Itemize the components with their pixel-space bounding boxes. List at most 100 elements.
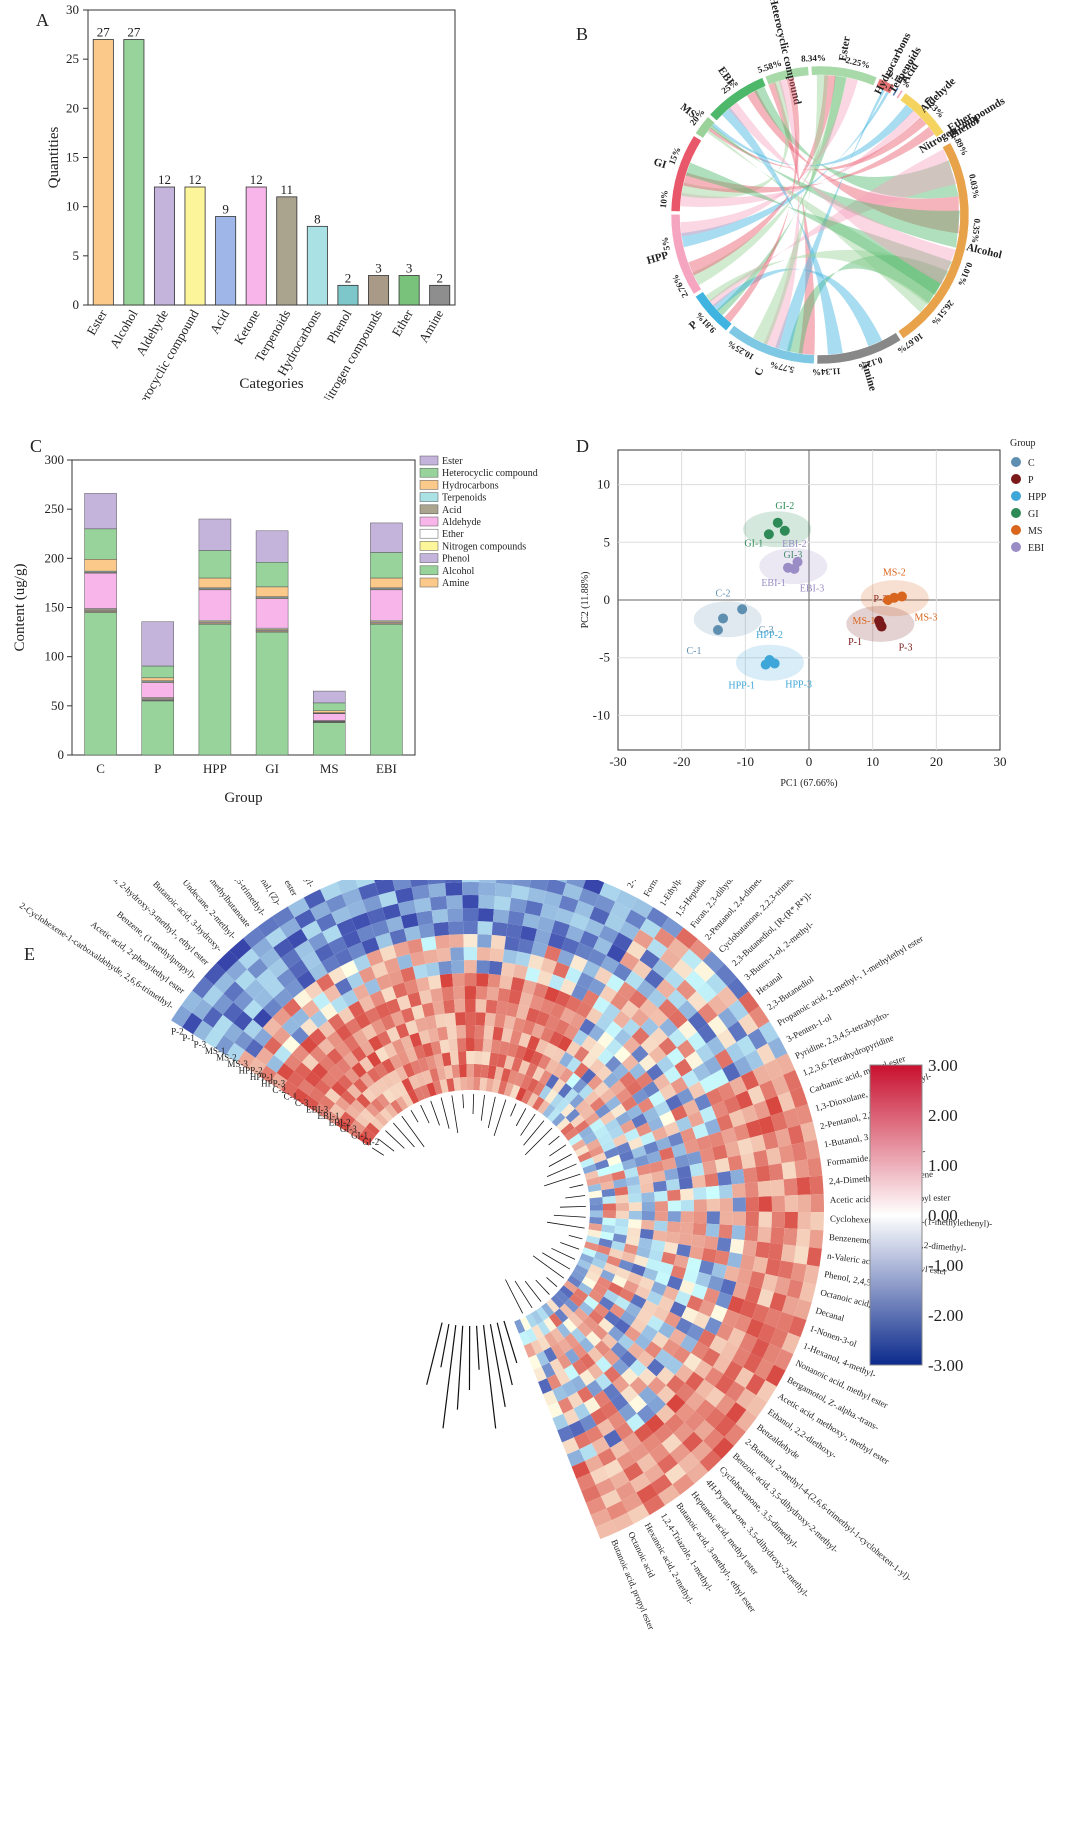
- heatmap-cell: [566, 1056, 582, 1073]
- heatmap-cell: [638, 1276, 655, 1291]
- heatmap-cell: [481, 1051, 491, 1066]
- heatmap-cell: [687, 1031, 707, 1052]
- heatmap-cell: [213, 1014, 234, 1036]
- chord-ribbon: [752, 75, 829, 345]
- heatmap-cell: [522, 913, 541, 929]
- heatmap-cell: [734, 1367, 755, 1389]
- heatmap-cell: [693, 1199, 707, 1212]
- heatmap-cell: [711, 1262, 728, 1279]
- heatmap-cell: [733, 1056, 753, 1077]
- heatmap-cell: [466, 1064, 475, 1078]
- value-label: 11: [281, 182, 294, 197]
- heatmap-cell: [728, 999, 749, 1022]
- heatmap-cell: [717, 1007, 739, 1029]
- dendrogram-branch: [549, 1144, 567, 1157]
- heatmap-cell: [294, 908, 316, 929]
- chord-ribbon: [722, 107, 843, 355]
- chord-ribbon: [786, 255, 949, 354]
- heatmap-cell: [645, 1414, 665, 1434]
- heatmap-cell: [636, 1483, 658, 1504]
- bar-aldehyde: [153, 186, 175, 306]
- heatmap-cell: [717, 1170, 732, 1186]
- heatmap-cell: [692, 1222, 707, 1236]
- heatmap-cell: [561, 937, 580, 955]
- point-label: HPP-1: [728, 681, 755, 692]
- heatmap-cell: [612, 1133, 628, 1148]
- heatmap-cell: [705, 972, 728, 995]
- heatmap-cell: [483, 1025, 495, 1040]
- heatmap-cell: [585, 1331, 602, 1347]
- heatmap-cell: [517, 938, 535, 955]
- heatmap-cell: [327, 1013, 345, 1031]
- heatmap-cell: [309, 1045, 327, 1063]
- heatmap-cell: [327, 966, 347, 985]
- heatmap-cell: [337, 1006, 355, 1025]
- heatmap-cell: [578, 888, 600, 907]
- heatmap-cell: [375, 880, 396, 895]
- heatmap-cell: [476, 960, 490, 974]
- heatmap-cell: [563, 1024, 580, 1041]
- heatmap-cell: [664, 968, 685, 990]
- heatmap-cell: [269, 1072, 288, 1090]
- heatmap-cell: [656, 1366, 675, 1386]
- heatmap-cell: [563, 1408, 580, 1426]
- bar-acid: [215, 216, 237, 306]
- heatmap-cell: [510, 976, 525, 993]
- heatmap-cell: [589, 1197, 603, 1205]
- heatmap-cell: [304, 980, 324, 1000]
- heatmap-cell: [688, 1081, 706, 1100]
- heatmap-cell: [628, 1202, 642, 1212]
- heatmap-cell: [586, 1379, 603, 1397]
- heatmap-cell: [647, 988, 668, 1009]
- heatmap-cell: [397, 1050, 411, 1066]
- segment-label: C: [752, 366, 766, 378]
- heatmap-cell: [718, 1184, 733, 1199]
- stack-heterocyclic-compound: [255, 562, 289, 588]
- value-label: 27: [127, 25, 141, 40]
- heatmap-cell: [597, 1132, 613, 1146]
- heatmap-cell: [732, 1211, 746, 1226]
- heatmap-cell: [473, 1064, 482, 1078]
- heatmap-cell: [765, 1258, 781, 1277]
- heatmap-cell: [808, 1229, 824, 1249]
- heatmap-cell: [674, 1154, 690, 1168]
- colorbar-tick-label: -3.00: [928, 1356, 963, 1375]
- heatmap-cell: [543, 1042, 558, 1059]
- point-label: EBI-3: [800, 584, 824, 595]
- heatmap-cell: [667, 1132, 684, 1147]
- heatmap-cell: [477, 934, 492, 948]
- heatmap-cell: [562, 882, 583, 901]
- heatmap-cell: [272, 1007, 292, 1027]
- heatmap-cell: [421, 1002, 435, 1018]
- heatmap-cell: [514, 1319, 526, 1334]
- heatmap-cell: [388, 1069, 402, 1085]
- heatmap-cell: [524, 966, 541, 983]
- heatmap-cell: [444, 1065, 454, 1080]
- heatmap-cell: [374, 1112, 389, 1127]
- legend-swatch: [419, 480, 439, 490]
- heatmap-cell: [351, 912, 372, 931]
- heatmap-cell: [758, 1021, 779, 1044]
- heatmap-cell: [770, 1227, 785, 1245]
- heatmap-cell: [566, 880, 586, 889]
- heatmap-cell: [524, 900, 544, 917]
- heatmap-cell: [592, 1324, 608, 1341]
- heatmap-cell: [696, 981, 718, 1004]
- heatmap-cell: [702, 1160, 718, 1175]
- heatmap-cell: [770, 1179, 785, 1197]
- heatmap-cell: [680, 1188, 694, 1201]
- heatmap-cell: [584, 1454, 604, 1473]
- heatmap-cell: [395, 887, 414, 904]
- heatmap-cell: [353, 1077, 369, 1094]
- percent-label: 0.03%: [967, 173, 981, 199]
- heatmap-cell: [678, 1233, 693, 1246]
- heatmap-cell: [658, 1295, 675, 1312]
- dendrogram-branch: [385, 1130, 405, 1149]
- heatmap-cell: [611, 1170, 626, 1181]
- heatmap-cell: [600, 1139, 617, 1153]
- heatmap-cell: [255, 1046, 274, 1066]
- heatmap-cell: [579, 1443, 598, 1462]
- heatmap-cell: [666, 1393, 686, 1414]
- heatmap-cell: [692, 1311, 711, 1330]
- heatmap-cell: [589, 1096, 606, 1112]
